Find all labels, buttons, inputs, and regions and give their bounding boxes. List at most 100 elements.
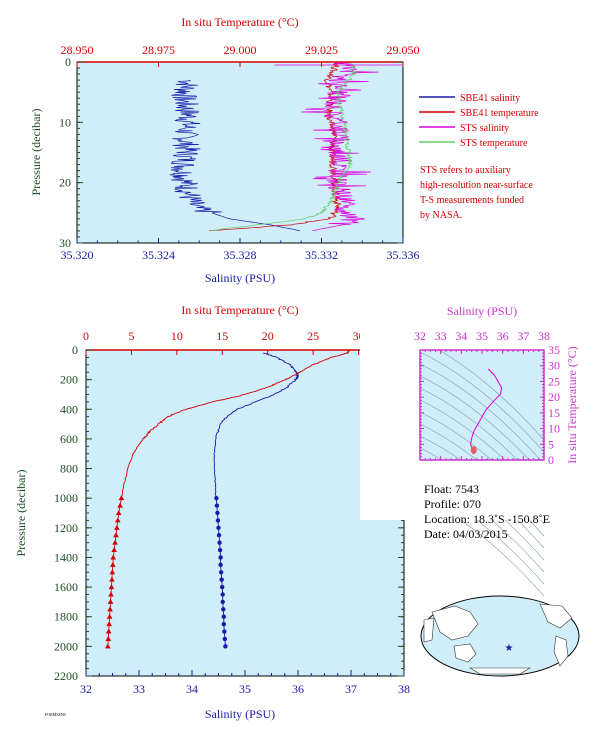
info-location: Location: 18.3˚S -150.8˚E xyxy=(424,512,550,526)
main-sal-point xyxy=(221,607,226,612)
main-ytick-label: 0 xyxy=(72,343,78,357)
main-sal-point xyxy=(221,621,226,627)
legend-label: STS salinity xyxy=(460,123,509,134)
top-series-2 xyxy=(301,61,379,232)
legend-label: SBE41 temperature xyxy=(460,108,539,119)
float-location-marker: ★ xyxy=(505,643,514,654)
main-temp-point xyxy=(107,598,114,604)
main-ytick-label: 200 xyxy=(60,373,78,387)
main-sal-point xyxy=(222,629,227,634)
note-line-3: T-S measurements funded xyxy=(420,195,524,206)
main-plot-area xyxy=(85,349,405,677)
info-profile: Profile: 070 xyxy=(424,497,481,511)
map-land-south-america xyxy=(553,635,569,667)
main-sal-point xyxy=(221,614,226,619)
ts-ytick-label: 25 xyxy=(548,374,560,388)
top-ytick-label: 0 xyxy=(65,55,71,69)
map-land-africa-edge xyxy=(423,617,435,643)
main-xtick-bottom-label: 36 xyxy=(292,682,304,696)
main-xlabel-temperature: In situ Temperature (°C) xyxy=(181,303,298,317)
main-temp-point xyxy=(105,643,111,649)
main-ytick-label: 1200 xyxy=(54,521,78,535)
info-date: Date: 04/03/2015 xyxy=(424,527,508,541)
legend-label: STS temperature xyxy=(460,138,528,149)
main-xtick-top-label: 15 xyxy=(216,329,228,343)
main-temp-point xyxy=(105,635,112,641)
main-sal-point xyxy=(222,636,228,642)
main-xtick-bottom-label: 33 xyxy=(133,682,145,696)
top-series-3 xyxy=(210,61,357,232)
map-land-antarctica xyxy=(468,667,532,675)
main-ytick-label: 400 xyxy=(60,402,78,416)
main-temp-point xyxy=(110,554,117,560)
float-info: Float: 7543 Profile: 070 Location: 18.3˚… xyxy=(424,482,550,541)
main-ylabel-pressure: Pressure (decibar) xyxy=(14,470,28,557)
ts-xtick-label: 33 xyxy=(435,329,447,343)
main-temp-point xyxy=(108,584,115,590)
ts-ytick-label: 15 xyxy=(548,406,560,420)
main-sal-point xyxy=(223,644,228,649)
main-temp-point xyxy=(115,517,121,523)
main-temp-point xyxy=(112,539,118,545)
main-xtick-top-label: 20 xyxy=(262,329,274,343)
top-ytick-label: 20 xyxy=(59,176,71,190)
top-xtick-top-label: 28.975 xyxy=(142,43,175,57)
top-xtick-bottom-label: 35.332 xyxy=(305,248,338,262)
top-xtick-top-label: 29.000 xyxy=(224,43,257,57)
top-xtick-top-label: 28.950 xyxy=(61,43,94,57)
ts-density-contour xyxy=(419,363,545,465)
main-sal-point xyxy=(216,525,221,531)
world-map: ★ xyxy=(420,595,580,677)
ts-ytick-label: 30 xyxy=(548,359,560,373)
main-xlabel-salinity: Salinity (PSU) xyxy=(205,707,275,721)
main-xtick-top-label: 0 xyxy=(83,329,89,343)
main-profile-chart: 3233343536373805101520253035020040060080… xyxy=(14,303,410,721)
main-temp-point xyxy=(107,606,113,612)
main-ytick-label: 1800 xyxy=(54,610,78,624)
main-temp-point xyxy=(106,613,113,619)
main-sal-point xyxy=(220,599,225,605)
main-ytick-label: 2000 xyxy=(54,639,78,653)
main-ytick-label: 1600 xyxy=(54,580,78,594)
main-sal-point xyxy=(214,503,220,508)
main-sal-point xyxy=(219,577,224,582)
ts-mask-bottom xyxy=(360,460,601,520)
main-ytick-label: 2200 xyxy=(54,669,78,683)
ts-xtick-label: 32 xyxy=(414,329,426,343)
footer-code: FORMSFN0 xyxy=(45,712,66,717)
top-ytick-label: 10 xyxy=(59,115,71,129)
ts-mask-top xyxy=(360,290,601,350)
main-xtick-top-label: 10 xyxy=(171,329,183,343)
ts-xtick-label: 35 xyxy=(476,329,488,343)
ts-density-contour xyxy=(419,351,545,453)
ts-xtick-label: 37 xyxy=(517,329,529,343)
ts-profile-line xyxy=(470,368,503,453)
main-sal-point xyxy=(218,570,224,575)
main-ytick-label: 800 xyxy=(60,462,78,476)
main-sal-point xyxy=(216,533,222,538)
main-xtick-bottom-label: 34 xyxy=(186,682,198,696)
top-xtick-bottom-label: 35.320 xyxy=(61,248,94,262)
main-sal-point xyxy=(220,592,225,597)
main-sal-point xyxy=(220,584,225,590)
main-xtick-bottom-label: 37 xyxy=(345,682,357,696)
top-xtick-bottom-label: 35.336 xyxy=(387,248,420,262)
top-legend: SBE41 salinity SBE41 temperature STS salin… xyxy=(419,93,539,149)
ts-xtick-label: 38 xyxy=(538,329,550,343)
map-land-north-america xyxy=(539,603,573,629)
main-temp-point xyxy=(108,591,114,597)
ts-xtick-label: 36 xyxy=(497,329,509,343)
main-temp-point xyxy=(118,495,125,501)
main-temp-point xyxy=(109,569,116,575)
sts-note: STS refers to auxiliary high-resolution … xyxy=(420,165,533,221)
legend-label: SBE41 salinity xyxy=(460,93,520,104)
info-float: Float: 7543 xyxy=(424,482,479,496)
main-sal-point xyxy=(218,555,223,560)
top-xlabel-temperature: In situ Temperature (°C) xyxy=(181,15,298,29)
top-xlabel-salinity: Salinity (PSU) xyxy=(205,271,275,285)
note-line-1: STS refers to auxiliary xyxy=(420,165,511,176)
main-temp-point xyxy=(117,502,123,508)
ts-ylabel-temperature: In situ Temperature (°C) xyxy=(565,346,579,463)
